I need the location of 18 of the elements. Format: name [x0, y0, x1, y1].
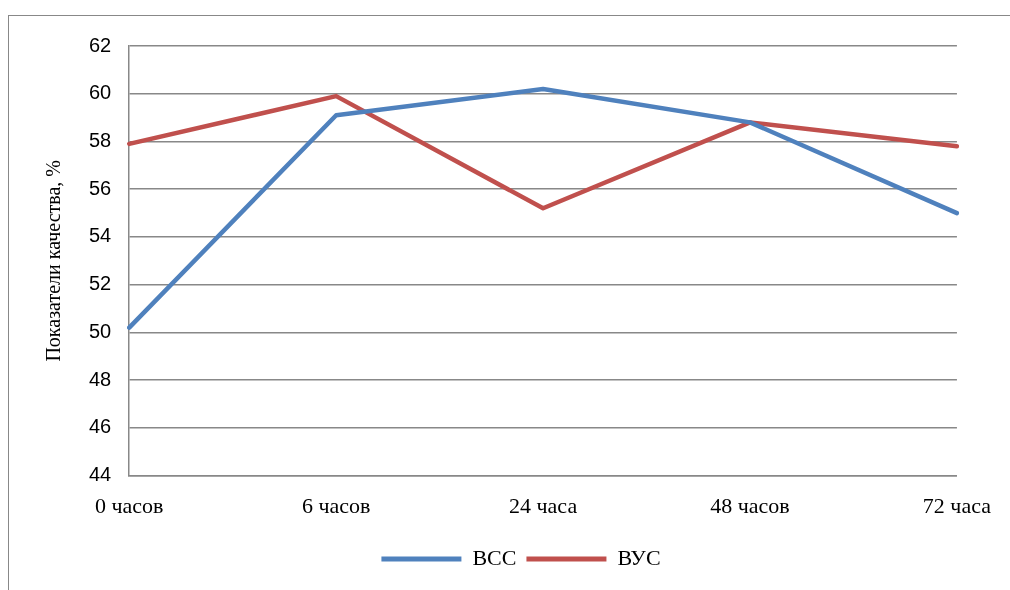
- y-tick-label: 52: [89, 272, 112, 295]
- x-tick-label: 72 часа: [922, 492, 992, 518]
- y-axis-title: Показатели качества, %: [42, 160, 65, 362]
- legend-label: ВСС: [472, 544, 517, 570]
- y-tick-label: 62: [89, 33, 112, 56]
- x-tick-label: 0 часов: [95, 492, 164, 518]
- x-tick-label: 24 часа: [509, 492, 578, 518]
- legend-label: ВУС: [617, 544, 661, 570]
- y-tick-label: 46: [89, 415, 112, 438]
- y-tick-label: 54: [89, 224, 112, 247]
- y-tick-label: 44: [89, 463, 112, 486]
- x-tick-label: 48 часов: [710, 492, 790, 518]
- y-tick-label: 50: [89, 319, 112, 342]
- y-tick-label: 48: [89, 367, 112, 390]
- x-tick-label: 6 часов: [301, 492, 371, 518]
- y-tick-label: 58: [89, 128, 112, 151]
- y-tick-label: 60: [89, 81, 112, 104]
- y-tick-label: 56: [89, 176, 112, 199]
